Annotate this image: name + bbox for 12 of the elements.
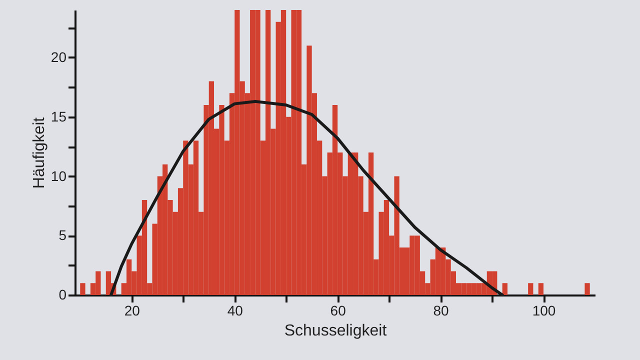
x-tick-label: 80 <box>433 302 450 318</box>
x-tick-label: 40 <box>227 302 244 318</box>
x-axis-title: Schusseligkeit <box>284 322 388 340</box>
y-tick-label: 15 <box>50 108 67 124</box>
y-tick-label: 20 <box>50 49 67 65</box>
x-tick-label: 20 <box>124 302 140 318</box>
y-axis-title: Häufigkeit <box>30 116 48 189</box>
y-tick-label: 0 <box>58 286 67 302</box>
y-tick-label: 5 <box>58 227 67 244</box>
x-tick-label: 100 <box>532 302 556 318</box>
x-tick-label: 60 <box>330 302 346 318</box>
y-tick-label: 10 <box>50 168 67 184</box>
